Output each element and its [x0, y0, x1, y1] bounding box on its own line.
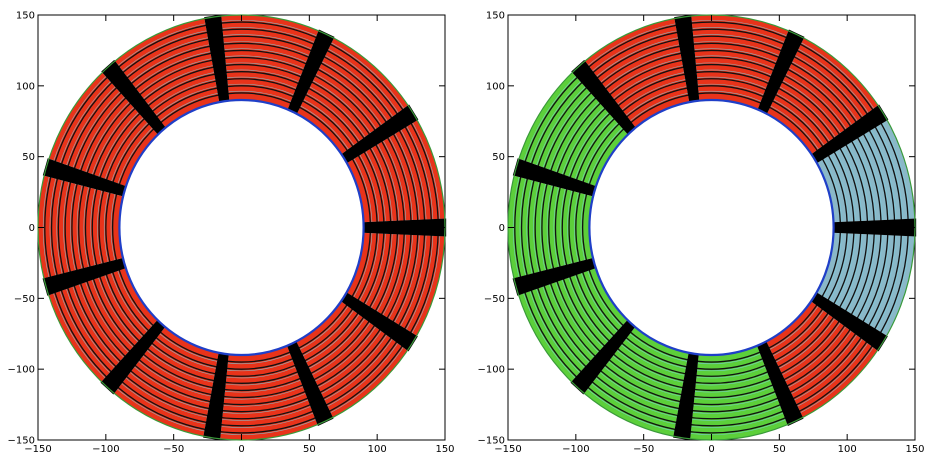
radial-gap-5 [101, 59, 167, 136]
y-tick-label: −100 [8, 365, 35, 376]
radial-gap-3 [287, 29, 335, 116]
radial-gap-11 [339, 291, 418, 352]
y-tick-label: −50 [14, 294, 35, 305]
radial-gap-10 [756, 340, 804, 426]
y-tick-label: 0 [29, 223, 35, 234]
segment-11 [346, 232, 445, 336]
radial-gap-10 [286, 340, 334, 426]
radial-gap-6 [512, 158, 598, 197]
radial-gap-7 [512, 257, 598, 296]
radial-gap-2 [810, 104, 889, 164]
x-tick-label: 50 [773, 444, 786, 454]
radial-gap-9 [203, 351, 229, 441]
segment-4 [585, 18, 690, 128]
y-tick-label: 50 [22, 152, 35, 163]
inner-edge [588, 98, 835, 357]
y-tick-label: −50 [484, 294, 505, 305]
radial-gap-5 [571, 59, 637, 136]
radial-gap-1 [832, 218, 917, 237]
radial-gap-7 [42, 257, 128, 296]
x-tick-label: 100 [368, 444, 387, 454]
radial-gap-8 [100, 318, 167, 395]
y-tick-label: 50 [492, 152, 505, 163]
x-tick-label: 100 [838, 444, 857, 454]
ring-plot-right: −150 −100 −50 0 50 100 150 −150 −100 −50 0 50 100 150 [478, 11, 925, 456]
x-tick-label: −150 [24, 444, 51, 454]
ring-plot-left: −150 −100 −50 0 50 100 150 −150 −100 −50 0 50 100 150 [8, 11, 455, 456]
segment-1 [346, 120, 445, 223]
radial-gap-3 [757, 29, 805, 116]
y-tick-label: 150 [486, 11, 505, 22]
x-tick-label: −50 [633, 444, 654, 454]
chart-panel-right: −150 −100 −50 0 50 100 150 −150 −100 −50 0 50 100 150 [470, 0, 930, 456]
radial-gap-4 [204, 14, 230, 104]
y-tick-label: −150 [8, 436, 35, 447]
x-tick-label: −50 [163, 444, 184, 454]
y-tick-label: 100 [16, 81, 35, 92]
x-tick-label: 150 [435, 444, 454, 454]
segment-1 [816, 120, 915, 223]
x-tick-label: −150 [494, 444, 521, 454]
x-tick-label: 150 [905, 444, 924, 454]
radial-gap-6 [42, 158, 128, 197]
radial-gap-1 [362, 218, 447, 237]
radial-gap-8 [570, 318, 637, 395]
radial-gap-2 [340, 104, 419, 164]
x-tick-label: −100 [92, 444, 119, 454]
radial-gap-9 [673, 351, 699, 441]
x-tick-label: 0 [708, 444, 714, 454]
segment-4 [115, 18, 220, 128]
x-tick-label: −100 [562, 444, 589, 454]
chart-panel-left: −150 −100 −50 0 50 100 150 −150 −100 −50 0 50 100 150 [0, 0, 460, 456]
x-tick-label: 50 [303, 444, 316, 454]
y-tick-label: −100 [478, 365, 505, 376]
segment-8 [584, 327, 689, 437]
inner-edge [118, 98, 365, 357]
segment-11 [816, 232, 915, 336]
radial-gap-4 [674, 14, 700, 104]
y-tick-label: −150 [478, 436, 505, 447]
y-tick-label: 100 [486, 81, 505, 92]
y-tick-label: 0 [499, 223, 505, 234]
radial-gap-11 [809, 291, 888, 352]
segment-8 [114, 327, 219, 437]
x-tick-label: 0 [238, 444, 244, 454]
y-tick-label: 150 [16, 11, 35, 22]
